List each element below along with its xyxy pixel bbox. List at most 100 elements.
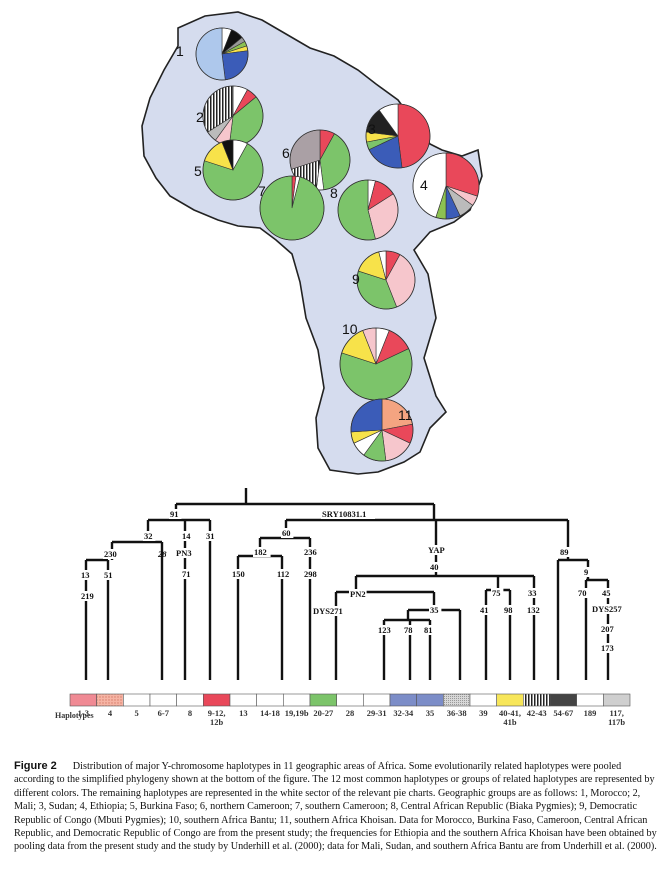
node-label-bg xyxy=(321,509,375,519)
region-label: 9 xyxy=(352,271,360,287)
tree-node-label: YAP xyxy=(428,545,445,555)
haplotype-swatch xyxy=(96,693,124,707)
tree-node-label: 207 xyxy=(601,624,615,634)
node-label-bg xyxy=(559,547,572,557)
node-label-bg xyxy=(181,569,194,579)
node-label-bg xyxy=(526,605,544,615)
node-label-bg xyxy=(103,549,121,559)
node-label-bg xyxy=(427,545,445,555)
haplotype-swatch xyxy=(549,693,577,707)
region-label: 4 xyxy=(420,177,428,193)
tree-node-label: 81 xyxy=(424,625,433,635)
node-label-bg xyxy=(601,588,614,598)
haplotype-label: 117b xyxy=(608,717,625,727)
haplotypes-axis-title: Haplotypes xyxy=(55,711,94,720)
africa-map-outline xyxy=(141,11,483,475)
tree-node-label: 91 xyxy=(170,509,179,519)
haplotype-swatch xyxy=(256,693,284,707)
haplotype-swatch xyxy=(416,693,444,707)
haplotype-label: 20-27 xyxy=(313,708,334,718)
pie-chart-region-7 xyxy=(259,175,325,241)
region-label: 11 xyxy=(398,407,413,423)
figure-number: Figure 2 xyxy=(14,760,57,772)
pie-chart-region-4 xyxy=(412,152,480,220)
tree-node-label: 9 xyxy=(584,567,588,577)
pie-chart-region-10 xyxy=(339,327,413,401)
haplotype-swatch xyxy=(603,693,631,707)
haplotype-label: 6-7 xyxy=(158,708,170,718)
haplotype-label: 32-34 xyxy=(393,708,414,718)
haplotype-label: 36-38 xyxy=(447,708,467,718)
node-label-bg xyxy=(423,625,436,635)
haplotype-label: 9-12, xyxy=(208,708,226,718)
pie-outline xyxy=(350,398,414,462)
tree-node-label: 14 xyxy=(182,531,191,541)
tree-node-label: 89 xyxy=(560,547,569,557)
node-label-bg xyxy=(600,624,618,634)
node-label-bg xyxy=(429,562,442,572)
pie-outline xyxy=(289,129,351,191)
haplotype-label: 13 xyxy=(239,708,248,718)
tree-node-label-italic: 28 xyxy=(157,549,167,559)
haplotype-swatch xyxy=(336,693,364,707)
node-label-bg xyxy=(303,569,321,579)
node-label-bg xyxy=(143,531,156,541)
tree-node-label: PN2 xyxy=(350,589,366,599)
haplotype-swatch xyxy=(203,693,231,707)
node-label-bg xyxy=(303,547,321,557)
haplotype-label: 189 xyxy=(584,708,597,718)
node-label-bg xyxy=(577,588,590,598)
haplotype-label: 5 xyxy=(135,708,139,718)
tree-node-label: 41 xyxy=(480,605,489,615)
haplotype-label: 117, xyxy=(609,708,623,718)
tree-node-label: DYS257 xyxy=(592,604,623,614)
pie-outline xyxy=(259,175,325,241)
node-label-bg xyxy=(103,570,116,580)
pie-outline xyxy=(365,103,431,169)
tree-node-label: 236 xyxy=(304,547,317,557)
pie-chart-region-2 xyxy=(202,85,264,147)
haplotype-swatch xyxy=(576,693,604,707)
pie-outline xyxy=(337,179,399,241)
node-label-bg xyxy=(169,509,182,519)
tree-node-label: 33 xyxy=(528,588,537,598)
pie-outline xyxy=(202,139,264,201)
pie-chart-region-3 xyxy=(365,103,431,169)
pie-outline xyxy=(195,27,249,81)
tree-node-label: 182 xyxy=(254,547,267,557)
haplotype-swatch xyxy=(469,693,497,707)
haplotype-label: 42-43 xyxy=(527,708,547,718)
region-label: 7 xyxy=(258,183,266,199)
tree-node-label: 219 xyxy=(81,591,94,601)
tree-node-label: PN3 xyxy=(176,548,192,558)
haplotype-swatch xyxy=(389,693,417,707)
haplotype-swatch xyxy=(229,693,257,707)
node-label-bg xyxy=(80,570,93,580)
node-label-bg xyxy=(281,528,294,538)
haplotype-label: 12b xyxy=(210,717,224,727)
haplotype-swatch xyxy=(443,693,471,707)
node-label-bg xyxy=(503,605,516,615)
figure-caption: Figure 2 Distribution of major Y-chromoso… xyxy=(14,760,658,854)
tree-node-label: 71 xyxy=(182,569,191,579)
region-label: 2 xyxy=(196,109,204,125)
node-label-bg xyxy=(181,531,194,541)
haplotype-swatch xyxy=(496,693,524,707)
tree-node-label: 13 xyxy=(81,570,90,580)
haplotype-swatch xyxy=(149,693,177,707)
haplotype-swatch xyxy=(176,693,204,707)
tree-node-label: 123 xyxy=(378,625,391,635)
node-label-bg xyxy=(175,548,193,558)
tree-node-label: 112 xyxy=(277,569,289,579)
region-label: 5 xyxy=(194,163,202,179)
node-label-bg xyxy=(276,569,294,579)
tree-node-label: 60 xyxy=(282,528,291,538)
pie-chart-region-5 xyxy=(202,139,264,201)
tree-node-label: 35 xyxy=(430,605,439,615)
haplotype-label: 35 xyxy=(426,708,435,718)
haplotype-color-bar: 1-3 4 5 6-7 8 9-12,12b 13 14-18 19,19b 20-27 28 29-… xyxy=(69,693,631,727)
tree-node-label: 45 xyxy=(602,588,611,598)
haplotype-swatch xyxy=(363,693,391,707)
tree-node-label: 51 xyxy=(104,570,113,580)
tree-node-label: 132 xyxy=(527,605,540,615)
